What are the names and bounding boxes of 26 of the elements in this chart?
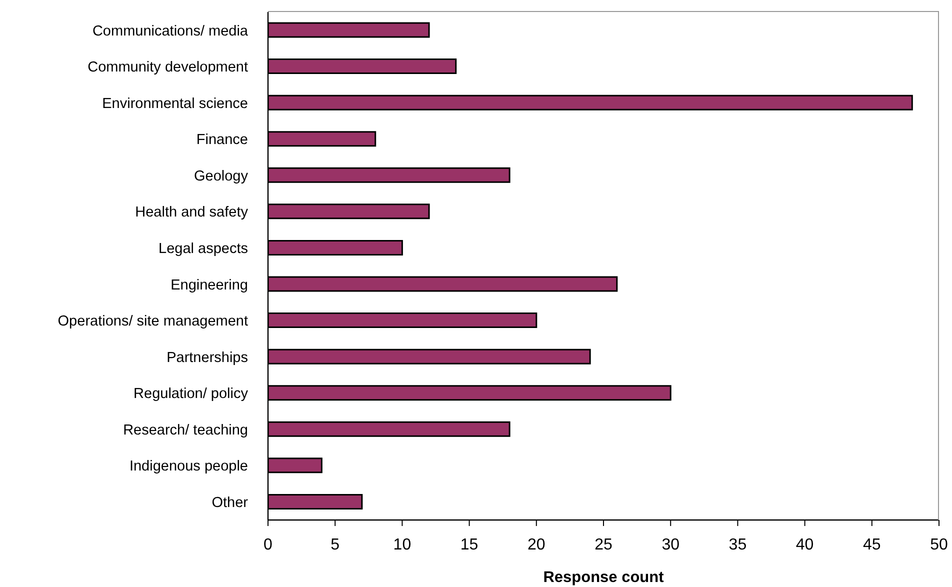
- x-tick-label: 5: [330, 536, 340, 554]
- x-tick-label: 0: [264, 536, 273, 554]
- x-tick-label: 20: [528, 536, 546, 554]
- y-tick-label: Health and safety: [135, 204, 249, 221]
- x-tick-label: 35: [728, 536, 747, 554]
- y-tick-label: Operations/ site management: [58, 314, 248, 330]
- y-tick-label: Legal aspects: [158, 241, 248, 258]
- y-tick-label: Finance: [196, 132, 248, 148]
- y-tick-label: Partnerships: [166, 350, 248, 366]
- x-tick-label: 15: [460, 536, 478, 554]
- y-tick-label: Other: [212, 495, 248, 512]
- x-tick-label: 45: [863, 536, 881, 554]
- y-tick-label: Engineering: [170, 277, 248, 294]
- y-tick-label: Geology: [194, 168, 249, 184]
- y-tick-label: Indigenous people: [129, 458, 248, 475]
- y-tick-label: Communications/ media: [92, 23, 249, 40]
- y-tick-label: Research/ teaching: [123, 422, 248, 438]
- y-tick-label: Environmental science: [102, 96, 248, 112]
- x-tick-label: 40: [796, 536, 814, 554]
- y-tick-label: Regulation/ policy: [134, 386, 249, 402]
- x-tick-label: 50: [930, 536, 948, 554]
- x-tick-label: 30: [662, 536, 680, 554]
- x-tick-label: 10: [393, 536, 412, 554]
- x-tick-label: 25: [594, 536, 612, 554]
- y-tick-label: Community development: [88, 60, 248, 76]
- x-axis-title: Response count: [543, 569, 664, 586]
